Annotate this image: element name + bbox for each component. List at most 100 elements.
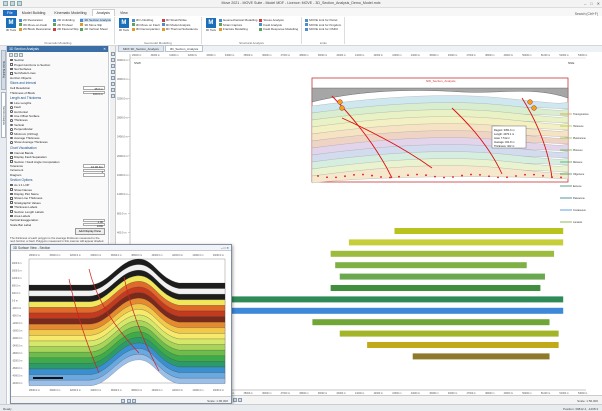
panel-option[interactable]: Minimum (Orthog)	[7, 131, 108, 136]
value-field[interactable]: 1000	[83, 222, 105, 228]
panel-option[interactable]: Display Plot Name	[7, 192, 108, 196]
radio-button[interactable]	[10, 114, 13, 118]
maximize-button[interactable]: □	[590, 1, 593, 6]
clear-icon[interactable]	[14, 53, 18, 57]
checkbox[interactable]	[10, 151, 13, 155]
interval-band[interactable]	[394, 228, 564, 234]
fit-icon[interactable]	[121, 398, 125, 403]
panel-option[interactable]: Line Lengths	[7, 101, 108, 105]
panel-option[interactable]: Tolerance 10.00 Km	[7, 164, 108, 169]
geomodel-3d-tools-button[interactable]: M 3D Tools	[118, 18, 129, 32]
redo-icon[interactable]	[17, 1, 22, 6]
panel-option[interactable]: Average Thickness	[7, 136, 108, 140]
settings-icon[interactable]	[19, 53, 23, 57]
interval-band[interactable]	[412, 353, 550, 360]
float-minimize-button[interactable]: ‒	[220, 246, 223, 250]
ribbon-item[interactable]: 3D Model Analysis	[161, 23, 198, 27]
checkbox[interactable]	[10, 72, 13, 75]
digitize-icon[interactable]	[110, 76, 115, 80]
select-icon[interactable]	[110, 52, 115, 56]
value-field[interactable]: 1	[83, 168, 105, 174]
radio-button[interactable]	[10, 132, 13, 135]
ribbon-item[interactable]: MOVE Link for Kingdom	[305, 23, 341, 27]
lock-icon[interactable]	[232, 398, 237, 402]
panel-option[interactable]: Thickness	[7, 118, 108, 122]
add-display-pane-button[interactable]: Add Display Pane	[74, 227, 105, 235]
panel-option[interactable]: Thickness of Block 100.0 m	[7, 90, 108, 96]
dock-tab-model-building[interactable]: Model Building	[1, 50, 6, 90]
cross-section-inset[interactable]: NW_Section_Analysis Region: 3351.6 mLengt…	[311, 77, 569, 184]
panel-option[interactable]: Set Surfaces	[7, 67, 108, 71]
radio-button[interactable]	[10, 101, 13, 105]
undo-icon[interactable]	[10, 1, 15, 6]
interval-band[interactable]	[312, 319, 550, 326]
value-field[interactable]	[83, 172, 105, 177]
checkbox[interactable]	[10, 155, 13, 159]
collect-icon[interactable]	[9, 53, 13, 57]
value-field[interactable]: 10.00 Km	[83, 164, 105, 169]
ribbon-item[interactable]: Stress Analysis	[259, 18, 298, 22]
checkbox[interactable]	[10, 160, 13, 163]
radio-button[interactable]	[10, 119, 13, 122]
panel-option[interactable]: Display Fault Separation	[7, 155, 108, 159]
ribbon-item[interactable]: 3D Unfolding	[131, 18, 160, 22]
tab-view[interactable]: View	[119, 11, 128, 15]
zoom-in-icon[interactable]	[126, 398, 131, 403]
panel-option[interactable]: Section / Fault Angle Computation	[7, 159, 108, 164]
checkbox[interactable]	[10, 188, 13, 191]
ribbon-item[interactable]: Fault Response Modelling	[259, 27, 298, 31]
checkbox[interactable]	[10, 67, 13, 71]
interval-band[interactable]	[348, 239, 564, 246]
value-field[interactable]: 1.00	[83, 218, 105, 224]
panel-option[interactable]: Use Offset Surface	[7, 114, 108, 118]
panel-option[interactable]: Show Line Thickness	[7, 196, 108, 200]
panel-option[interactable]: Scale Bar Label 1000	[7, 222, 108, 228]
radio-button[interactable]	[10, 110, 13, 113]
panel-option[interactable]: Project Horizons to Section	[7, 62, 108, 67]
grid-icon[interactable]	[110, 94, 115, 98]
float-close-button[interactable]: ✕	[226, 246, 229, 250]
ribbon-item[interactable]: 3D Decompaction	[131, 27, 160, 31]
interval-band[interactable]	[339, 273, 545, 280]
panel-option[interactable]: Interval Bands	[7, 151, 108, 155]
search-box[interactable]: Search (Ctrl+F)	[574, 12, 598, 16]
doc-tab-model[interactable]: MDX 3D_Section_Analysis	[118, 45, 164, 52]
panel-option[interactable]: Perpendicular	[7, 127, 108, 131]
panel-option[interactable]: Show Names	[7, 187, 108, 192]
ribbon-item[interactable]: 2D Unfolding	[53, 18, 78, 22]
checkbox[interactable]	[10, 58, 13, 62]
panel-close-icon[interactable]: ✕	[103, 47, 106, 51]
checkbox[interactable]	[10, 183, 13, 187]
floating-section-window[interactable]: 3D Surface View - Section ‒ □ ✕ 2000.0 m…	[10, 244, 232, 404]
ribbon-item-3d-section-analysis[interactable]: 3D Section Analysis	[80, 18, 111, 22]
close-button[interactable]: ✕	[596, 1, 600, 6]
minimize-button[interactable]: ‒	[583, 1, 587, 6]
zoom-icon[interactable]	[110, 64, 115, 68]
ribbon-item[interactable]: 2D Flexural Slip	[53, 27, 78, 31]
ribbon-item[interactable]: Fault Analysis	[259, 23, 298, 27]
ribbon-item[interactable]: 3D Move-on-Fault	[19, 23, 51, 27]
structural-3d-tools-button[interactable]: M 3D Tools	[205, 18, 216, 32]
interval-band[interactable]	[335, 262, 527, 269]
snap-icon[interactable]	[110, 82, 115, 86]
panel-option[interactable]: Stratigraphic Values	[7, 201, 108, 205]
radio-button[interactable]	[10, 106, 13, 109]
value-field[interactable]: 100.0 m	[83, 90, 105, 96]
panel-option[interactable]: Diagram	[7, 173, 108, 177]
tab-model-building[interactable]: Model Building	[21, 11, 46, 15]
layers-icon[interactable]	[110, 88, 115, 92]
panel-option[interactable]: Horizontal	[7, 110, 108, 114]
panel-option[interactable]: Set Model Lines	[7, 71, 108, 75]
panel-option[interactable]: As 1:1 LOP	[7, 183, 108, 187]
print-icon[interactable]	[238, 398, 242, 402]
interval-band[interactable]	[330, 285, 541, 291]
panel-option[interactable]: Area Labels	[7, 214, 108, 218]
tab-kinematic-modelling[interactable]: Kinematic Modelling	[54, 11, 87, 15]
panel-option[interactable]: Section Length Labels	[7, 209, 108, 214]
panel-option[interactable]: Cell Resolution 25.0 m	[7, 86, 108, 91]
radio-button[interactable]	[10, 127, 13, 131]
ribbon-item[interactable]: 3D Move on Fault	[131, 23, 160, 27]
ribbon-item[interactable]: Strain Capture	[218, 23, 258, 27]
dock-tab-section-analysis[interactable]: Section Analysis	[1, 92, 6, 138]
radio-button[interactable]	[10, 136, 13, 140]
